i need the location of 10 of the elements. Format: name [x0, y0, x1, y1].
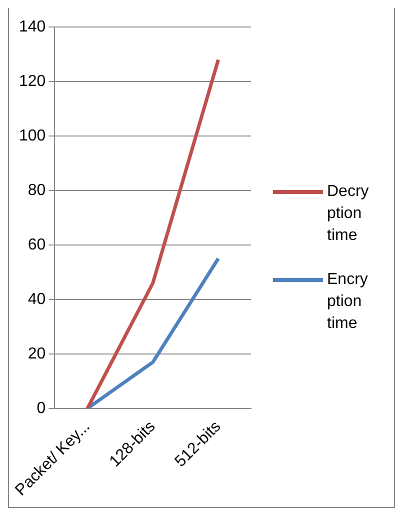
y-tick-label: 0 [36, 399, 46, 416]
legend-label: Decryption time [327, 182, 370, 246]
legend-label: Encryption time [327, 270, 369, 334]
y-tick-label: 100 [18, 126, 46, 144]
y-tick-label: 60 [28, 236, 46, 253]
y-tick-label: 140 [18, 18, 46, 35]
y-tick-label: 80 [28, 181, 46, 198]
y-tick-label: 40 [28, 290, 46, 308]
y-tick-label: 120 [18, 72, 46, 90]
y-tick-label: 20 [28, 344, 46, 362]
